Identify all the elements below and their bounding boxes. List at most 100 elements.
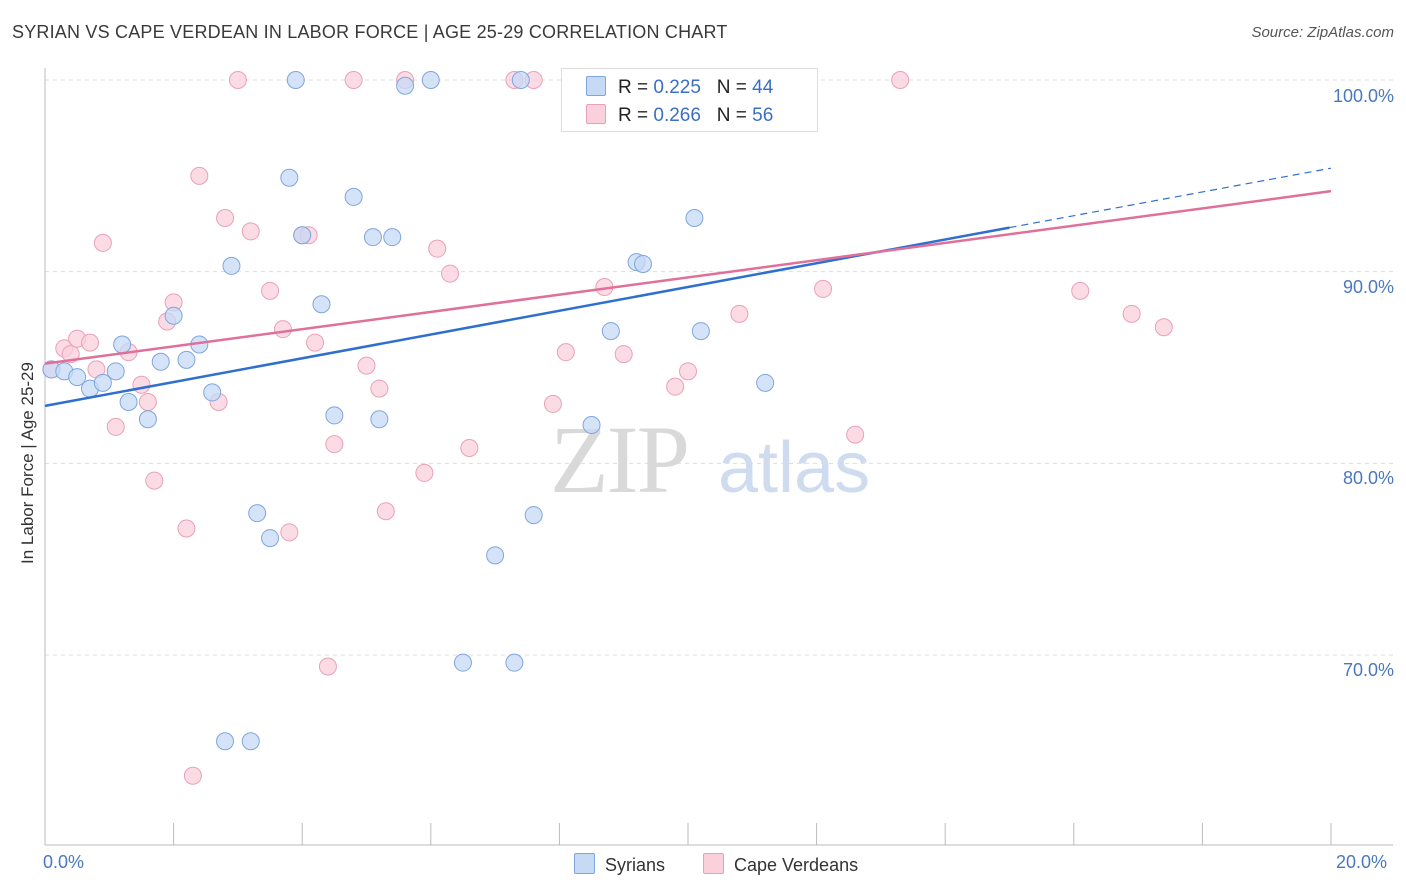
cape-verdean-point-6 xyxy=(93,233,112,252)
syrian-point-19 xyxy=(280,168,299,187)
trend-lines xyxy=(44,167,1332,408)
syrian-point-34 xyxy=(524,506,543,525)
source-label: Source: ZipAtlas.com xyxy=(1251,24,1394,41)
cape-verdean-point-35 xyxy=(428,239,447,258)
chart-title: SYRIAN VS CAPE VERDEAN IN LABOR FORCE | … xyxy=(12,22,728,42)
syrian-point-27 xyxy=(383,228,402,247)
syrian-point-43 xyxy=(756,373,775,392)
watermark-atlas: atlas xyxy=(718,428,870,508)
y-tick-100: 100.0% xyxy=(1332,86,1394,106)
cape-verdean-point-48 xyxy=(730,304,749,323)
cape-verdean-point-10 xyxy=(138,393,157,411)
bottom-syrian-swatch xyxy=(574,853,595,874)
cape-verdean-point-34 xyxy=(415,463,434,482)
stats-legend: R = 0.225 N = 44 R = 0.266 N = 56 xyxy=(561,68,818,132)
syrian-point-5 xyxy=(106,362,125,381)
cape-verdean-point-19 xyxy=(228,71,247,89)
cape-verdean-point-23 xyxy=(280,523,299,542)
cape-verdean-trend-line xyxy=(44,189,1332,365)
cape-verdean-point-30 xyxy=(357,356,376,375)
cape-verdean-point-7 xyxy=(106,417,125,436)
y-tick-70: 70.0% xyxy=(1342,660,1394,680)
cape-verdean-point-44 xyxy=(614,345,633,364)
syrian-point-7 xyxy=(119,393,138,411)
syrian-swatch xyxy=(586,76,606,96)
cape-verdean-point-51 xyxy=(846,425,865,444)
syrian-point-35 xyxy=(582,416,601,434)
cape-verdean-point-53 xyxy=(1071,281,1090,300)
x-tick-min: 0.0% xyxy=(43,852,85,872)
cape-verdean-point-28 xyxy=(325,435,344,454)
cape-verdean-point-54 xyxy=(1122,304,1141,323)
y-tick-80: 80.0% xyxy=(1342,468,1394,488)
bottom-legend-cape-verdeans: Cape Verdeans xyxy=(703,853,858,876)
cape-verdean-point-22 xyxy=(273,320,292,339)
syrian-point-10 xyxy=(164,306,183,325)
syrian-point-17 xyxy=(248,504,267,523)
syrian-point-32 xyxy=(505,653,524,672)
legend-row-cape-verdeans: R = 0.266 N = 56 xyxy=(586,104,773,127)
syrian-point-8 xyxy=(138,410,157,429)
syrian-point-28 xyxy=(396,76,415,95)
syrian-point-24 xyxy=(344,187,363,206)
cape-verdean-point-18 xyxy=(216,209,235,227)
cape-verdean-point-26 xyxy=(306,333,325,352)
watermark: ZIP atlas xyxy=(550,406,870,513)
cape-verdean-point-21 xyxy=(261,281,280,300)
syrian-point-22 xyxy=(312,295,331,314)
bottom-cape-swatch xyxy=(703,853,724,874)
grid-layer xyxy=(45,79,1393,656)
cape-verdean-point-2 xyxy=(61,345,80,364)
syrian-trend-line xyxy=(44,226,1010,408)
syrian-point-18 xyxy=(261,529,280,548)
syrian-point-9 xyxy=(151,352,170,371)
syrian-point-6 xyxy=(113,335,132,354)
syrian-point-23 xyxy=(325,406,344,425)
y-tick-90: 90.0% xyxy=(1342,277,1394,297)
syrian-point-25 xyxy=(363,228,382,247)
cape-verdean-point-47 xyxy=(679,362,697,381)
cape-verdean-point-37 xyxy=(460,439,479,457)
syrian-point-20 xyxy=(286,71,305,89)
cape-verdean-point-9 xyxy=(132,375,151,394)
syrian-point-21 xyxy=(293,226,312,245)
syrian-point-16 xyxy=(241,732,260,751)
syrian-point-11 xyxy=(177,350,196,369)
syrian-point-15 xyxy=(216,732,235,751)
watermark-zip: ZIP xyxy=(550,406,688,513)
syrian-point-29 xyxy=(421,71,440,89)
syrian-point-39 xyxy=(633,255,652,273)
cape-verdean-point-11 xyxy=(145,471,164,490)
bottom-legend-syrians: Syrians xyxy=(574,853,665,876)
syrian-point-36 xyxy=(601,322,620,341)
cape-verdean-point-15 xyxy=(183,766,202,785)
syrian-point-2 xyxy=(68,368,87,387)
cape-verdean-point-40 xyxy=(543,394,562,413)
cape-verdean-points xyxy=(42,71,1173,785)
syrian-point-41 xyxy=(691,322,710,341)
cape-verdean-point-4 xyxy=(81,333,100,352)
x-tick-max: 20.0% xyxy=(1336,852,1388,872)
syrian-points xyxy=(42,71,775,751)
syrian-point-40 xyxy=(685,209,704,227)
cape-verdean-point-52 xyxy=(891,71,910,89)
cape-verdean-point-50 xyxy=(814,279,833,298)
syrian-point-14 xyxy=(222,256,241,275)
cape-verdean-point-29 xyxy=(344,71,363,89)
cape-verdean-point-36 xyxy=(441,264,460,283)
syrian-point-31 xyxy=(486,546,505,565)
syrian-point-13 xyxy=(203,383,222,402)
cape-verdean-point-41 xyxy=(556,343,575,362)
cape-verdean-point-16 xyxy=(190,166,209,185)
cape-verdean-point-27 xyxy=(318,657,337,676)
syrian-point-4 xyxy=(93,373,112,392)
axis-layer xyxy=(44,68,1393,846)
cape-verdean-point-20 xyxy=(241,222,260,241)
syrian-point-33 xyxy=(511,71,530,89)
cape-verdean-point-32 xyxy=(376,502,395,521)
legend-row-syrians: R = 0.225 N = 44 xyxy=(586,76,773,99)
syrian-point-26 xyxy=(370,410,389,429)
cape-swatch xyxy=(586,104,606,124)
syrian-trend-extension xyxy=(1009,167,1332,229)
